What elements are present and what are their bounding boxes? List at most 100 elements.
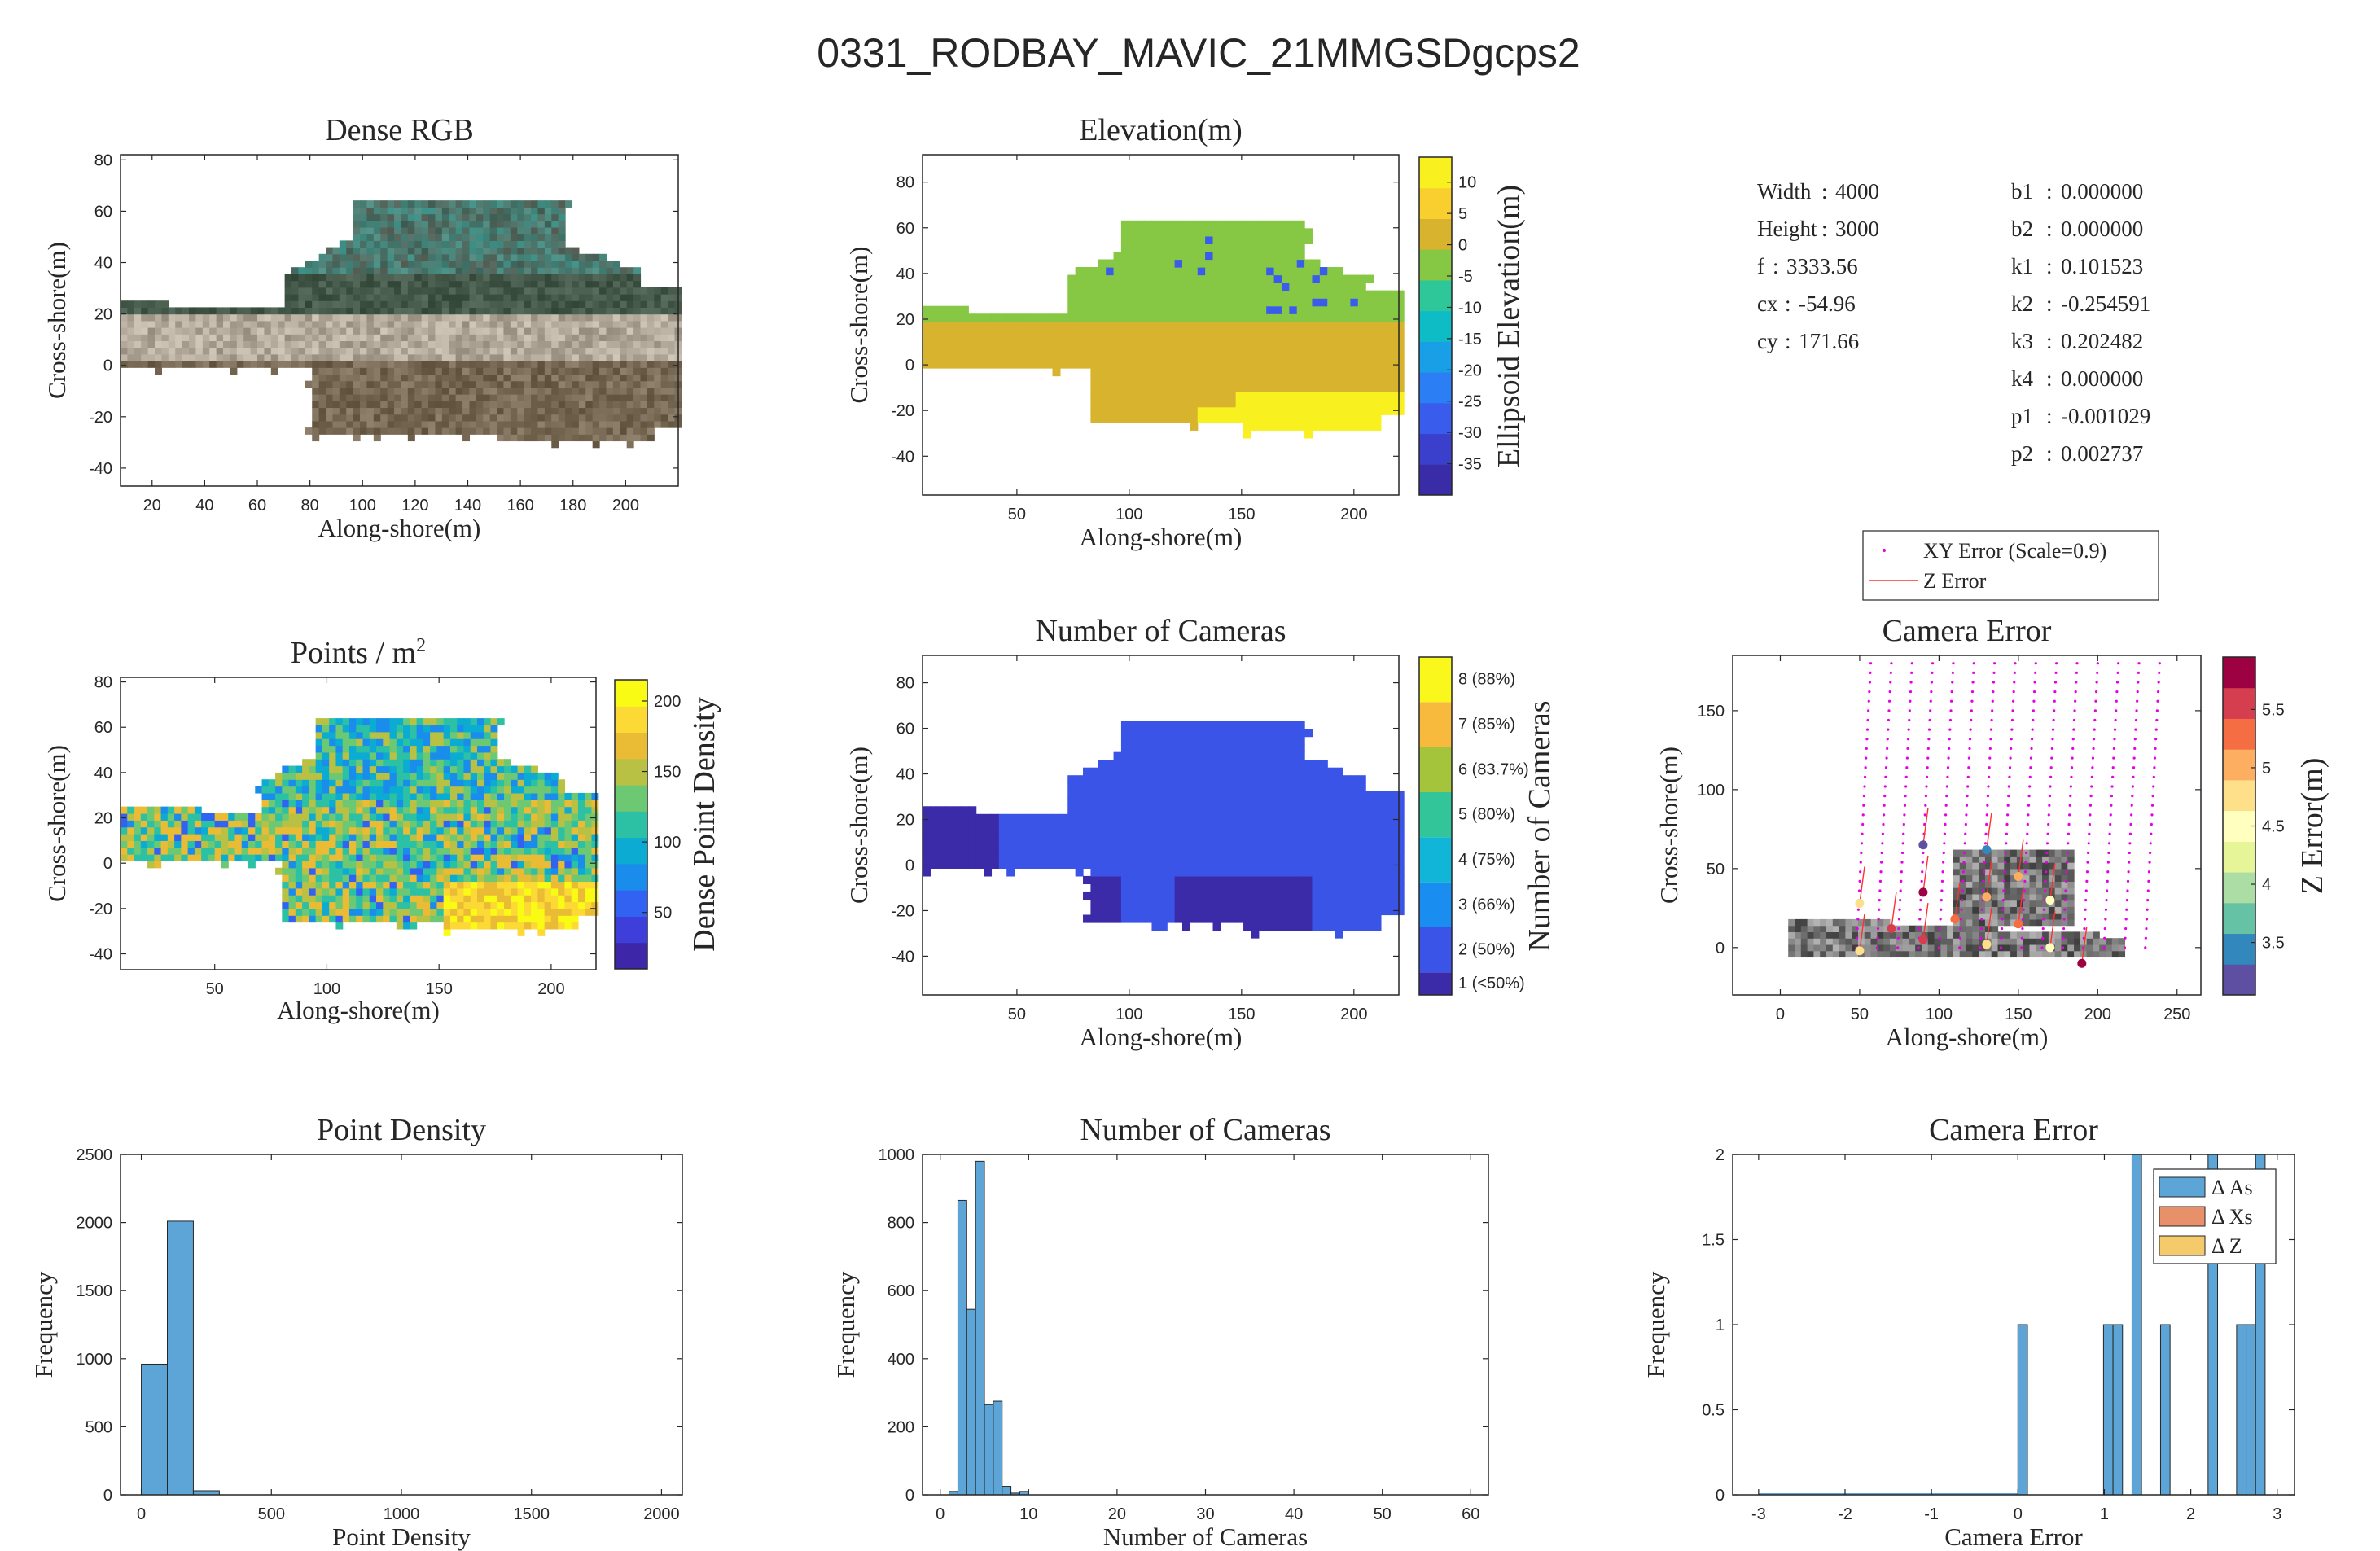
heatmap-cell [647,300,655,309]
heatmap-cell [216,361,224,368]
heatmap-cell [565,401,573,409]
heatmap-cell [476,407,484,415]
colorbar-swatch [1419,249,1452,281]
heatmap-cell [403,861,410,869]
heatmap-cell [476,267,484,274]
heatmap-cell [531,374,539,382]
heatmap-cell [1144,344,1153,353]
heatmap-cell [342,826,350,835]
heatmap-cell [366,200,375,208]
heatmap-cell [489,280,497,288]
heatmap-cell [1174,313,1183,322]
heatmap-cell [544,361,552,368]
heatmap-cell [436,765,445,773]
heatmap-cell [141,353,149,361]
heatmap-cell [668,327,676,335]
colorbar-tick-label: -30 [1458,424,1482,442]
heatmap-cell [1167,399,1176,408]
heatmap-cell [1205,259,1214,268]
heatmap-cell [647,287,655,295]
heatmap-cell [469,361,477,368]
heatmap-cell [1075,344,1084,353]
heatmap-cell [923,844,931,853]
heatmap-cell [510,334,518,342]
heatmap-cell [1083,352,1092,361]
heatmap-cell [353,220,361,228]
y-tick-label: 80 [896,174,914,192]
heatmap-cell [578,334,586,342]
heatmap-cell [326,387,334,395]
heatmap-cell [537,313,546,322]
heatmap-cell [960,336,969,346]
heatmap-cell [298,307,306,315]
heatmap-cell [1151,305,1160,314]
heatmap-cell [342,731,350,739]
heatmap-cell [339,307,347,315]
heatmap-cell [1159,406,1168,415]
heatmap-cell [161,340,169,348]
heatmap-cell [572,334,580,342]
heatmap-cell [255,847,263,855]
heatmap-cell [484,881,492,889]
heatmap-cell [484,847,492,855]
heatmap-cell [1144,251,1153,261]
heatmap-cell [423,718,431,726]
heatmap-cell [1304,321,1313,330]
heatmap-cell [236,340,244,348]
heatmap-cell [1181,383,1190,392]
heatmap-cell [531,414,539,422]
heatmap-cell [455,334,463,342]
heatmap-cell [1190,313,1199,322]
heatmap-cell [577,813,585,821]
heatmap-cell [369,881,377,889]
heatmap-cell [360,361,368,368]
heatmap-cell [1251,313,1260,322]
heatmap-cell [236,361,244,368]
heatmap-cell [209,327,217,335]
heatmap-cell [421,320,429,328]
heatmap-cell [383,826,391,835]
heatmap-cell [449,320,457,328]
heatmap-cell [1120,321,1129,330]
heatmap-cell [376,820,384,828]
heatmap-cell [421,427,429,435]
heatmap-cell [167,806,175,814]
heatmap-cell [416,826,424,835]
heatmap-cell [443,854,451,862]
heatmap-cell [1113,391,1122,400]
heatmap-cell [1235,283,1244,291]
heatmap-cell [564,806,572,814]
heatmap-cell [489,274,497,282]
heatmap-cell [264,353,272,361]
heatmap-cell [1181,305,1190,314]
heatmap-cell [612,394,620,401]
heatmap-cell [366,334,375,342]
heatmap-cell [1174,360,1183,369]
heatmap-cell [1258,414,1267,423]
heatmap-cell [517,928,525,936]
heatmap-cell [312,380,320,388]
heatmap-cell [558,274,566,282]
heatmap-cell [369,915,377,923]
heatmap-cell [497,253,505,261]
heatmap-cell [606,287,614,295]
heatmap-cell [181,826,189,835]
heatmap-cell [1197,368,1206,377]
heatmap-cell [537,267,546,274]
heatmap-cell [295,840,303,848]
y-tick-label: 40 [896,265,914,283]
heatmap-cell [585,313,594,322]
heatmap-cell [1098,375,1107,384]
heatmap-cell [923,837,931,846]
heatmap-cell [1228,383,1237,392]
heatmap-cell [551,387,559,395]
heatmap-cell [312,274,320,282]
heatmap-cell [1197,251,1206,261]
heatmap-cell [147,300,156,309]
heatmap-cell [449,840,458,848]
heatmap-cell [414,300,423,309]
heatmap-cell [401,387,409,395]
heatmap-cell [141,347,149,355]
heatmap-cell [195,320,204,328]
heatmap-cell [414,200,423,208]
